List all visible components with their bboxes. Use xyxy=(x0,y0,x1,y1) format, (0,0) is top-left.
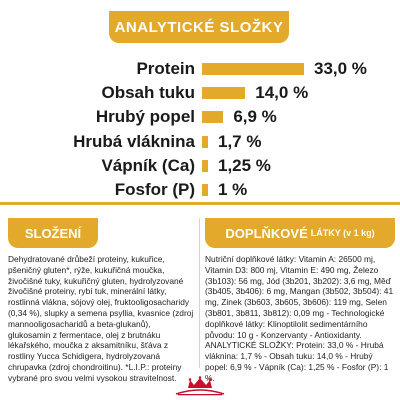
composition-title: SLOŽENÍ xyxy=(24,225,82,241)
analytics-row-label: Protein xyxy=(136,59,195,78)
analytics-row-value: 1 % xyxy=(218,180,248,199)
royal-canin-logo-icon xyxy=(175,376,225,396)
analytics-row: Fosfor (P) 1 % xyxy=(0,179,400,201)
additives-subtitle: LÁTKY (v 1 kg) xyxy=(310,228,375,238)
analytics-row-value: 14,0 % xyxy=(255,83,309,103)
analytics-header: ANALYTICKÉ SLOŽKY xyxy=(109,11,289,43)
analytics-row-label: Hrubý popel xyxy=(95,107,195,127)
column-separator xyxy=(199,218,200,368)
analytics-row-value: 1,25 % xyxy=(218,155,271,175)
analytics-row-bar xyxy=(202,111,224,124)
additives-header: DOPLŇKOVÉ LÁTKY (v 1 kg) xyxy=(205,218,395,248)
analytics-row-label: Obsah tuku xyxy=(101,83,195,103)
analytics-row: Protein 33,0 % xyxy=(0,58,400,80)
analytics-row: Vápník (Ca) 1,25 % xyxy=(0,155,400,177)
analytics-row-label: Fosfor (P) xyxy=(114,180,195,199)
additives-title: DOPLŇKOVÉ xyxy=(225,225,308,241)
analytics-row-bar xyxy=(202,159,208,172)
analytics-row-bar xyxy=(202,135,208,148)
analytics-row-label: Vápník (Ca) xyxy=(101,155,195,175)
additives-text: Nutriční doplňkové látky: Vitamin A: 265… xyxy=(205,254,394,383)
analytics-row: Hrubá vláknina 1,7 % xyxy=(0,131,400,153)
analytics-row-value: 33,0 % xyxy=(314,59,367,78)
analytics-row-bar xyxy=(202,184,208,196)
analytics-row-label: Hrubá vláknina xyxy=(73,131,195,151)
analytics-row-bar xyxy=(202,63,304,75)
composition-header: SLOŽENÍ xyxy=(8,218,98,248)
analytics-title: ANALYTICKÉ SLOŽKY xyxy=(114,18,284,36)
analytics-row: Obsah tuku 14,0 % xyxy=(0,82,400,104)
composition-text: Dehydratované drůbeží proteiny, kukuřice… xyxy=(8,254,194,383)
analytics-row-value: 6,9 % xyxy=(233,107,277,127)
analytics-row: Hrubý popel 6,9 % xyxy=(0,106,400,128)
analytics-row-bar xyxy=(202,87,246,100)
analytics-row-value: 1,7 % xyxy=(218,131,262,151)
section-divider xyxy=(0,202,400,205)
